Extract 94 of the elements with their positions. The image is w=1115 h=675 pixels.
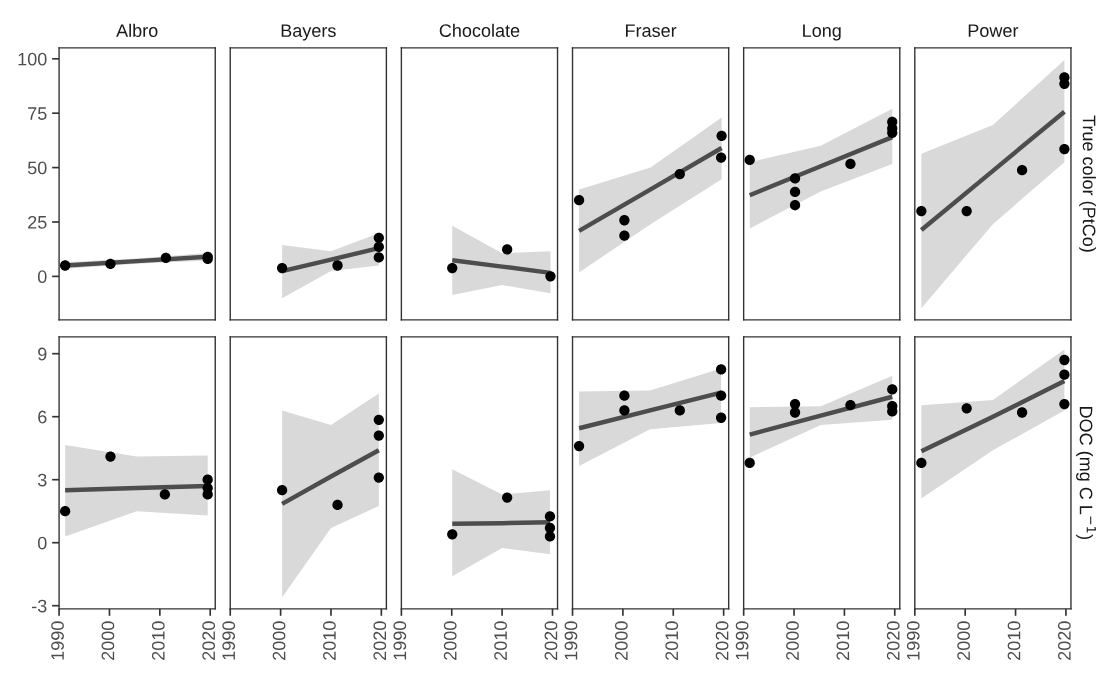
x-tick-label: 2020 (373, 621, 387, 660)
x-tick-label: 1990 (222, 621, 236, 660)
point (1059, 398, 1070, 410)
x-tick-label: 2010 (323, 621, 336, 660)
point (373, 430, 384, 441)
point (59, 260, 71, 271)
x-tick-label: 2000 (957, 621, 971, 660)
point (373, 414, 384, 425)
point (447, 529, 458, 540)
x-tick-label: 1990 (393, 621, 407, 660)
point (789, 200, 801, 211)
point (744, 154, 755, 166)
point (744, 457, 755, 469)
y-tick-label: -3 (32, 599, 47, 613)
x-tick-label: 1990 (564, 621, 578, 660)
point (332, 260, 343, 271)
point (332, 499, 343, 511)
point (716, 130, 727, 141)
y-tick-label: 75 (28, 107, 47, 120)
point (961, 403, 972, 414)
point (1059, 369, 1070, 380)
point (619, 230, 630, 241)
point (715, 364, 727, 375)
x-tick-label: 2020 (715, 621, 729, 660)
point (674, 405, 685, 416)
point (373, 232, 384, 244)
y-tick-label: 25 (28, 215, 47, 229)
point (789, 173, 801, 184)
point (715, 412, 727, 423)
x-tick-label: 2020 (886, 621, 900, 660)
point (715, 390, 727, 401)
y-tick-label: 9 (38, 347, 47, 361)
point (887, 384, 898, 395)
point (619, 215, 630, 226)
y-tick-label: 50 (27, 161, 47, 175)
point (160, 252, 172, 264)
point (373, 472, 384, 483)
y-tick-label: 3 (37, 473, 47, 487)
chart-title: Bayers (281, 24, 336, 41)
point (845, 158, 856, 170)
y-axis-title: DOC (mg C L$^{−1}$) (1076, 407, 1096, 540)
point (1059, 354, 1070, 366)
point (573, 440, 585, 452)
point (105, 258, 116, 270)
x-tick-label: 2010 (1007, 621, 1021, 660)
point (544, 531, 556, 542)
point (845, 399, 856, 411)
x-tick-label: 2010 (151, 621, 165, 660)
point (1059, 143, 1070, 155)
x-tick-label: 2000 (272, 621, 286, 660)
y-tick-label: 6 (38, 410, 47, 424)
x-tick-label: 2000 (786, 621, 799, 660)
chart-title: Long (803, 24, 841, 41)
point (789, 407, 801, 418)
point (715, 152, 727, 163)
y-axis-title: True color (PtCo) (1079, 115, 1096, 252)
y-tick-label: 0 (37, 536, 47, 550)
x-tick-label: 2000 (614, 621, 628, 660)
x-tick-label: 1990 (735, 621, 749, 660)
x-tick-label: 1990 (906, 621, 920, 660)
x-tick-label: 2020 (544, 621, 558, 660)
point (276, 262, 288, 274)
y-tick-label: 100 (18, 52, 47, 66)
point (1016, 407, 1028, 418)
point (961, 205, 972, 217)
y-tick-label: 0 (37, 270, 47, 284)
point (789, 186, 801, 198)
x-tick-label: 2010 (494, 621, 507, 660)
point (1016, 165, 1028, 176)
chart-title: Chocolate (439, 23, 520, 37)
point (573, 195, 585, 206)
point (916, 205, 927, 217)
chart-title: Albro (116, 23, 158, 37)
point (276, 485, 288, 496)
point (59, 506, 71, 517)
point (544, 511, 556, 522)
x-tick-label: 2010 (836, 621, 850, 660)
x-tick-label: 2020 (202, 621, 216, 660)
chart-title: Power (968, 24, 1019, 37)
point (373, 241, 384, 252)
chart-title: Fraser (626, 24, 677, 37)
point (159, 489, 171, 500)
x-tick-label: 2020 (1057, 621, 1071, 660)
point (373, 252, 384, 263)
point (619, 405, 630, 416)
point (105, 451, 116, 462)
x-tick-label: 1990 (51, 621, 64, 660)
x-tick-label: 2000 (101, 621, 115, 660)
point (619, 390, 630, 401)
point (916, 457, 927, 469)
point (502, 492, 513, 503)
x-tick-label: 2010 (665, 621, 679, 660)
x-tick-label: 2000 (443, 621, 457, 660)
point (674, 168, 685, 180)
